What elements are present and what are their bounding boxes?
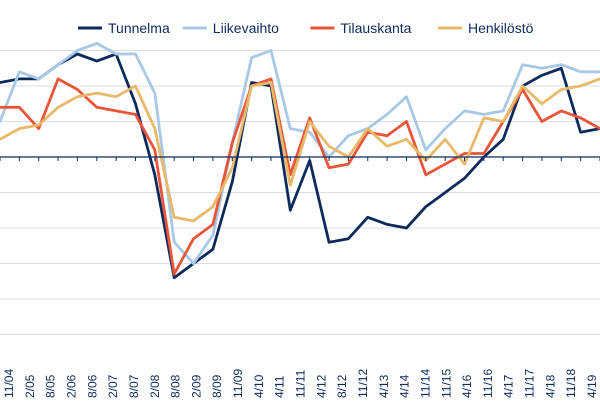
x-tick-label: 2/09 [189, 374, 203, 398]
x-tick-label: 4/14 [398, 374, 412, 398]
series-lines [0, 42, 600, 280]
gridlines [0, 50, 600, 335]
legend-item: Tilauskanta [310, 20, 412, 36]
series-line-tilauskanta [0, 77, 600, 276]
x-tick-label: 11/09 [231, 369, 245, 398]
legend-item: Henkilöstö [438, 20, 534, 36]
x-tick-label: 2/05 [23, 374, 37, 398]
legend-label: Henkilöstö [468, 20, 534, 36]
x-tick-label: 8/08 [169, 374, 183, 398]
x-tick-label: 11/12 [356, 369, 370, 398]
x-tick-label: 4/18 [543, 374, 557, 398]
x-tick-label: 11/17 [523, 369, 537, 398]
x-tick-label: 4/13 [377, 374, 391, 398]
x-tick-label: 4/12 [314, 374, 328, 398]
legend-label: Liikevaihto [213, 20, 279, 36]
x-tick-label: 11/11 [294, 369, 308, 398]
x-tick-label: 2/08 [148, 374, 162, 398]
x-tick-label: 4/19 [585, 374, 599, 398]
legend-item: Tunnelma [78, 20, 170, 36]
legend-label: Tunnelma [108, 20, 170, 36]
x-tick-label: 11/04 [2, 369, 16, 398]
x-tick-label: 8/06 [85, 374, 99, 398]
x-tick-label: 4/10 [252, 374, 266, 398]
x-tick-label: 11/18 [564, 369, 578, 398]
x-tick-label: 11/15 [439, 369, 453, 398]
series-line-tunnelma [0, 52, 600, 280]
x-tick-label: 4/16 [460, 374, 474, 398]
x-tick-label: 11/16 [481, 369, 495, 398]
x-tick-label: 2/06 [64, 374, 78, 398]
x-axis: 11/04 2/05 8/05 2/06 8/06 2/07 8/07 2/08 8/08 2/0… [0, 156, 600, 398]
series-line-liikevaihto [0, 42, 600, 265]
x-tick-label: 11/14 [418, 369, 432, 398]
legend: Tunnelma Liikevaihto Tilauskanta Henkilöstö [78, 20, 534, 36]
x-tick-label: 8/12 [335, 374, 349, 398]
x-tick-label: 8/05 [44, 374, 58, 398]
x-tick-label: 8/07 [127, 374, 141, 398]
x-tick-label: 2/07 [106, 374, 120, 398]
x-tick-label: 4/17 [502, 374, 516, 398]
x-tick-label: 8/09 [210, 374, 224, 398]
x-tick-label: 4/11 [273, 375, 287, 398]
series-line-henkilöstö [0, 77, 600, 223]
legend-label: Tilauskanta [340, 20, 411, 36]
legend-item: Liikevaihto [182, 20, 279, 36]
